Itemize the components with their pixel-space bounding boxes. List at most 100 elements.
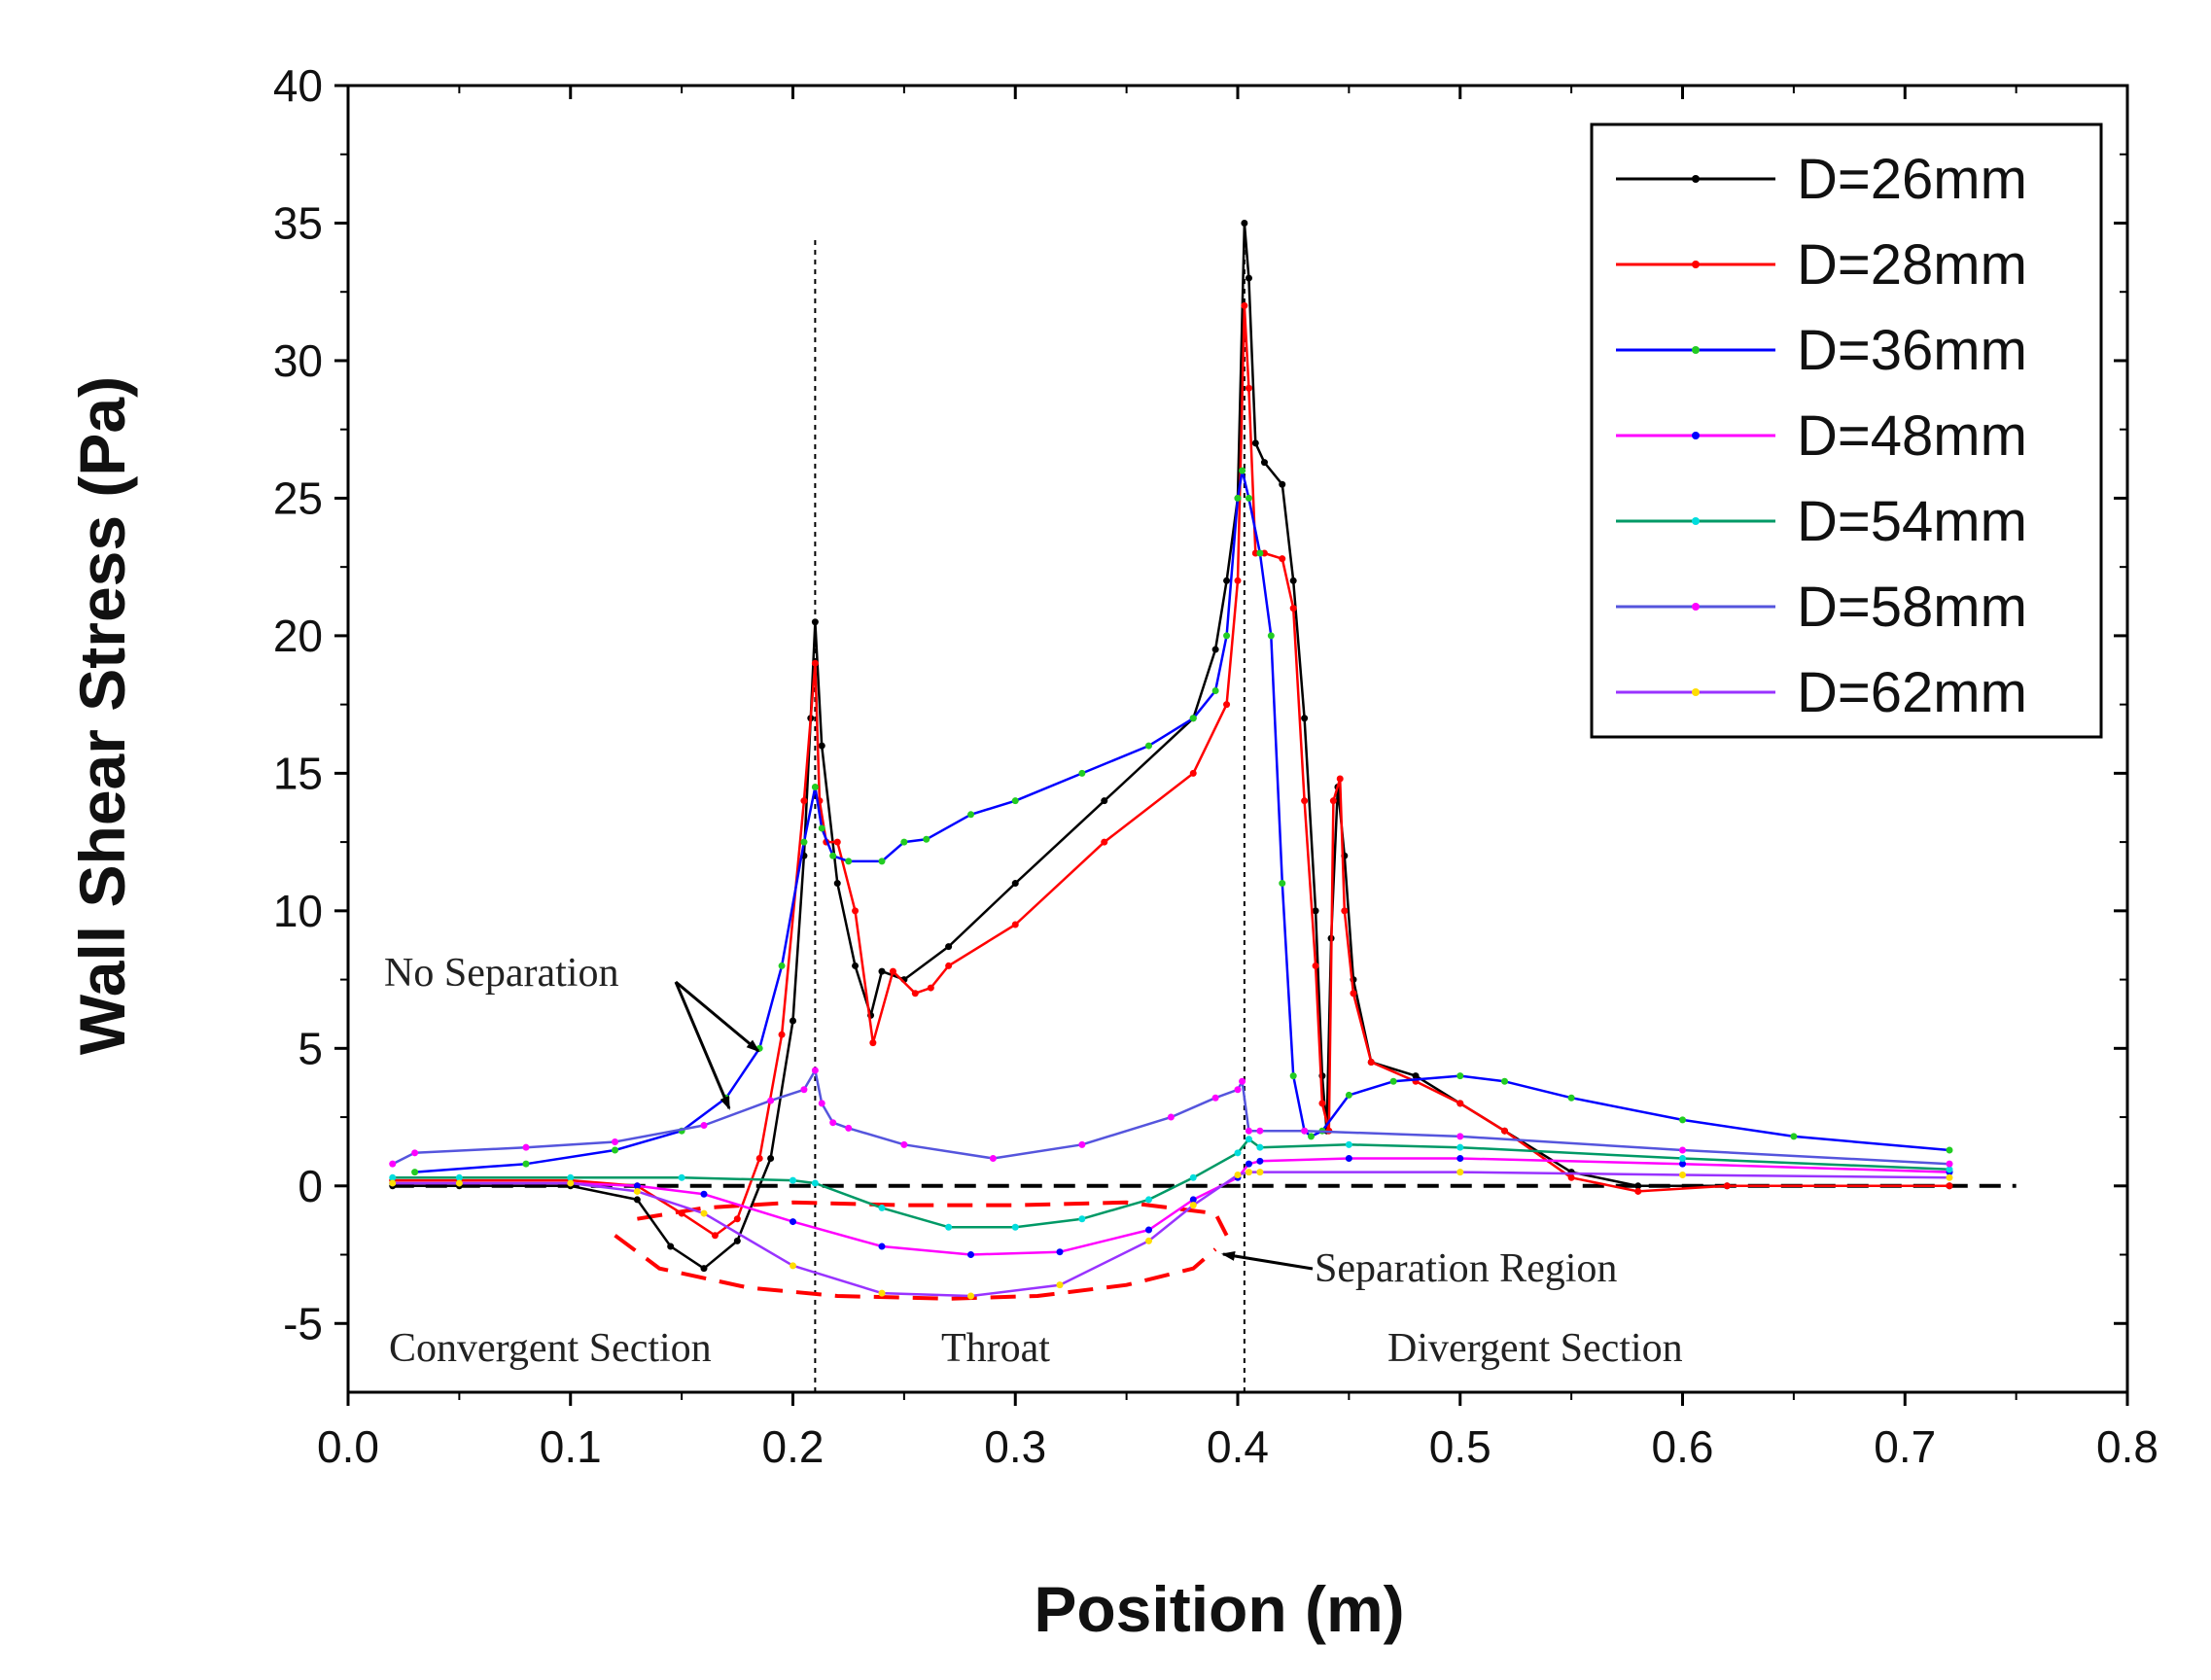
data-point [711, 1232, 719, 1240]
data-point [1679, 1116, 1686, 1124]
data-point [612, 1146, 618, 1154]
data-point [800, 797, 808, 805]
data-point [1078, 1215, 1086, 1223]
data-point [1011, 880, 1019, 888]
data-point [1223, 577, 1231, 584]
legend-swatch-marker [1692, 688, 1700, 696]
data-point [612, 1138, 618, 1146]
data-point [1239, 1077, 1246, 1085]
series-D=28mm [389, 301, 1953, 1240]
data-point [1234, 1171, 1242, 1178]
data-point [845, 1124, 853, 1132]
annotations-layer: No Separation Separation Region Converge… [384, 951, 1683, 1371]
data-point [733, 1237, 741, 1244]
data-point [900, 1140, 908, 1148]
legend-label: D=62mm [1797, 661, 2027, 724]
annotation-separation-region: Separation Region [1315, 1246, 1617, 1291]
data-point [1723, 1182, 1731, 1190]
data-point [1234, 494, 1242, 502]
data-point [1634, 1182, 1642, 1190]
legend-label: D=26mm [1797, 148, 2027, 211]
data-point [945, 962, 953, 969]
y-tick-label: 35 [273, 197, 323, 248]
x-tick-label: 0.7 [1874, 1421, 1936, 1472]
data-point [1345, 1140, 1352, 1148]
data-point [1307, 1133, 1315, 1140]
data-point [389, 1160, 397, 1168]
data-point [1245, 1127, 1252, 1135]
data-point [790, 1218, 796, 1226]
data-point [700, 1265, 708, 1273]
data-point [1456, 1143, 1464, 1151]
legend-swatch-marker [1692, 432, 1700, 439]
data-point [1256, 1157, 1264, 1165]
x-tick-label: 0.1 [540, 1421, 602, 1472]
data-point [1946, 1146, 1953, 1154]
data-point [790, 1176, 796, 1184]
data-point [1189, 715, 1197, 722]
data-point [1167, 1113, 1175, 1121]
data-point [1145, 1196, 1152, 1204]
data-point [1078, 769, 1086, 777]
data-point [411, 1169, 419, 1176]
data-point [878, 1204, 886, 1211]
data-point [1189, 1173, 1197, 1181]
data-point [1318, 1100, 1326, 1107]
legend-label: D=48mm [1797, 404, 2027, 468]
data-point [678, 1173, 685, 1181]
y-tick-label: 20 [273, 611, 323, 661]
data-point [1501, 1077, 1508, 1085]
data-point [733, 1215, 741, 1223]
y-tick-label: 5 [298, 1023, 323, 1073]
separation-region-arrow [1221, 1250, 1314, 1271]
data-point [829, 1119, 837, 1127]
legend-label: D=28mm [1797, 233, 2027, 297]
legend-label: D=54mm [1797, 490, 2027, 553]
data-point [790, 1017, 796, 1025]
legend-swatch-marker [1692, 603, 1700, 611]
data-point [755, 1154, 763, 1162]
data-point [1679, 1160, 1686, 1168]
legend-label: D=58mm [1797, 576, 2027, 639]
data-point [678, 1209, 685, 1217]
series-D=58mm [389, 1067, 1953, 1168]
series-D=62mm [389, 1169, 1953, 1300]
data-point [1234, 1086, 1242, 1094]
data-point [455, 1173, 463, 1181]
data-point [1329, 797, 1337, 805]
x-tick-label: 0.0 [317, 1421, 379, 1472]
data-point [1245, 1136, 1252, 1143]
series-layer [389, 219, 1953, 1300]
data-point [667, 1242, 675, 1250]
data-point [1245, 494, 1252, 502]
data-point [989, 1154, 997, 1162]
series-line [414, 469, 1950, 1173]
data-point [1412, 1072, 1420, 1080]
y-tick-label: 40 [273, 60, 323, 111]
x-tick-label: 0.6 [1652, 1421, 1714, 1472]
y-tick-label: 0 [298, 1161, 323, 1211]
data-point [869, 1039, 877, 1047]
data-point [829, 852, 837, 859]
data-point [967, 1292, 974, 1300]
data-point [1946, 1166, 1953, 1173]
data-point [522, 1160, 530, 1168]
separation-outline-lower [614, 1234, 1217, 1301]
data-point [1301, 715, 1309, 722]
data-point [1011, 921, 1019, 928]
data-point [1241, 219, 1248, 227]
data-point [790, 1262, 796, 1270]
data-point [878, 1289, 886, 1297]
data-point [1312, 962, 1319, 969]
data-point [811, 784, 819, 791]
data-point [1011, 1223, 1019, 1231]
data-point [1279, 480, 1286, 488]
data-point [833, 880, 841, 888]
data-point [811, 1179, 819, 1187]
data-point [1946, 1160, 1953, 1168]
series-line [392, 1068, 1950, 1166]
legend-swatch-marker [1692, 261, 1700, 268]
data-point [852, 962, 860, 969]
data-point [1279, 880, 1286, 888]
data-point [389, 1173, 397, 1181]
